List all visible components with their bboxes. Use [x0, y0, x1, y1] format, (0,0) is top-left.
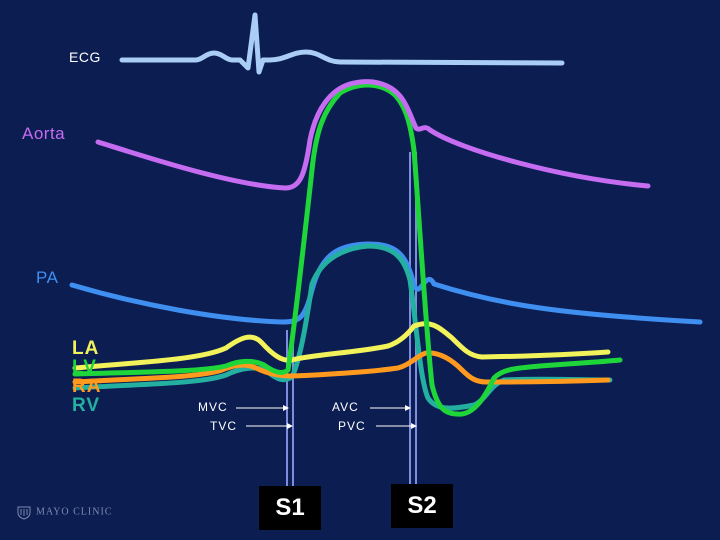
- pvc-label: PVC: [338, 419, 366, 433]
- tvc-label: TVC: [210, 419, 237, 433]
- avc-label: AVC: [332, 400, 359, 414]
- aorta-label: Aorta: [22, 124, 66, 143]
- lv-label: LV: [72, 357, 97, 378]
- rv-label: RV: [72, 395, 101, 416]
- ecg-label: ECG: [69, 49, 101, 65]
- ecg-trace: [119, 12, 565, 75]
- s2-box: S2: [391, 484, 453, 528]
- ra-label: RA: [72, 376, 102, 397]
- s1-box: S1: [259, 486, 321, 530]
- la-label: LA: [72, 338, 100, 359]
- pa-label: PA: [36, 268, 59, 287]
- ra-trace: [72, 350, 611, 385]
- chamber-labels: LA LV RA RV: [72, 339, 101, 415]
- logo-text: MAYO CLINIC: [36, 506, 113, 518]
- mayo-clinic-logo: MAYO CLINIC: [16, 504, 112, 520]
- aorta-trace: [95, 79, 651, 191]
- la-trace: [72, 321, 611, 371]
- lv-trace: [72, 82, 623, 417]
- shield-icon: [17, 506, 31, 520]
- mvc-label: MVC: [198, 400, 228, 414]
